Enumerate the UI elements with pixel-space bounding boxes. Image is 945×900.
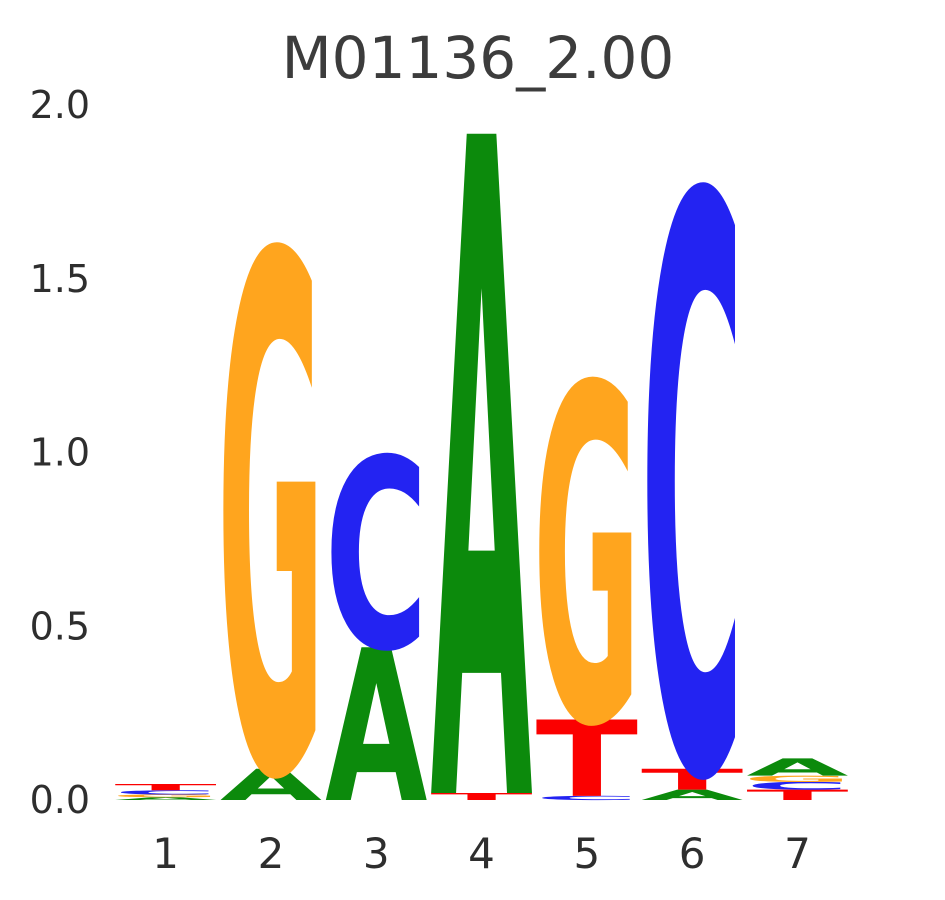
logo-letter-C: C	[746, 780, 850, 792]
logo-letter-A: A	[641, 787, 744, 804]
logo-letter-A: A	[325, 607, 427, 850]
logo-letter-T: T	[430, 791, 532, 802]
logo-letter-G: G	[217, 111, 325, 900]
x-axis-tick-label: 6	[679, 829, 706, 878]
y-axis-tick-label: 1.0	[30, 431, 90, 475]
logo-letter-A: A	[115, 796, 217, 800]
logo-letter-A: A	[430, 0, 533, 900]
logo-letter-C: C	[114, 789, 218, 796]
logo-letter-T: T	[746, 787, 849, 804]
logo-letter-C: C	[640, 35, 744, 900]
x-axis-tick-label: 5	[573, 829, 600, 878]
logo-letter-G: G	[533, 292, 641, 829]
x-axis-tick-label: 4	[468, 829, 495, 878]
logo-letter-T: T	[536, 699, 638, 821]
y-axis-tick-label: 0.5	[30, 604, 90, 648]
x-axis-tick-label: 7	[784, 829, 811, 878]
logo-letter-C: C	[535, 795, 639, 802]
x-axis-tick-label: 2	[258, 829, 285, 878]
y-axis-tick-label: 0.0	[30, 778, 90, 822]
logo-letter-T: T	[115, 782, 217, 792]
logo-letter-T: T	[641, 763, 744, 796]
x-axis-tick-label: 3	[363, 829, 390, 878]
x-axis-tick-label: 1	[152, 829, 179, 878]
y-axis-tick-label: 1.5	[30, 257, 90, 301]
y-axis-tick-label: 2.0	[30, 83, 90, 127]
logo-letter-C: C	[324, 404, 428, 709]
logo-letter-A: A	[746, 754, 848, 782]
chart-title: M01136_2.00	[282, 24, 675, 92]
logo-letter-G: G	[743, 774, 851, 784]
logo-letter-G: G	[111, 794, 219, 798]
logo-letter-A: A	[220, 761, 322, 811]
